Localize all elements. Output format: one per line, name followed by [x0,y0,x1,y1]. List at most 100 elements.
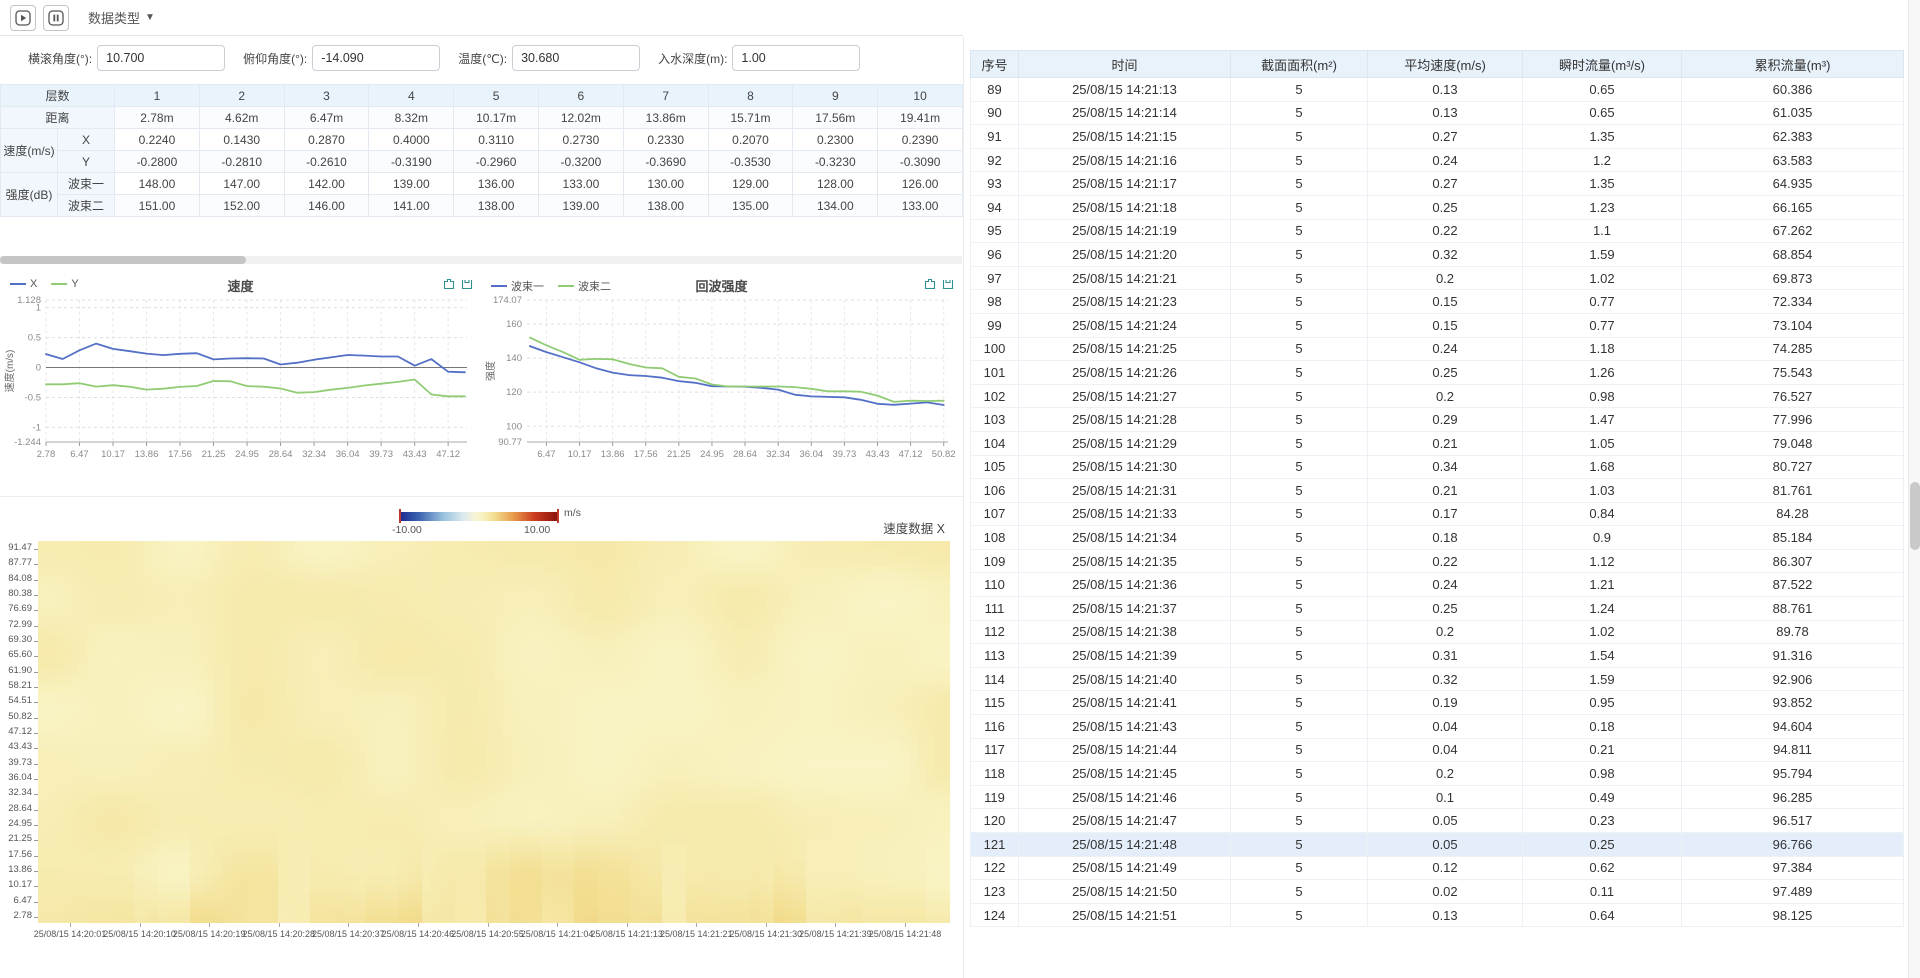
pause-button[interactable] [43,5,69,31]
heatmap-y-label: 50.82 [0,711,32,722]
vertical-scrollbar[interactable] [1908,0,1920,978]
flow-table-row[interactable]: 11625/08/15 14:21:4350.040.1894.604 [971,715,1904,739]
distance-cell: 12.02m [539,107,624,129]
intensity-group-cell: 强度(dB) [1,173,58,217]
flow-table-row[interactable]: 11725/08/15 14:21:4450.040.2194.811 [971,738,1904,762]
roll-angle-label: 横滚角度(°): [28,50,92,67]
flow-table-cell: 113 [971,644,1019,668]
flow-table-row[interactable]: 11025/08/15 14:21:3650.241.2187.522 [971,573,1904,597]
flow-table-row[interactable]: 8925/08/15 14:21:1350.130.6560.386 [971,78,1904,102]
restore-icon[interactable] [924,277,936,295]
flow-table-row[interactable]: 11525/08/15 14:21:4150.190.9593.852 [971,691,1904,715]
save-image-icon[interactable] [461,277,473,295]
flow-table-row[interactable]: 11225/08/15 14:21:3850.21.0289.78 [971,620,1904,644]
velocity-x-cell: 0.2330 [623,129,708,151]
temperature-field[interactable] [512,45,640,71]
flow-table-row[interactable]: 11125/08/15 14:21:3750.251.2488.761 [971,597,1904,621]
flow-table-row[interactable]: 12225/08/15 14:21:4950.120.6297.384 [971,856,1904,880]
flow-table-row[interactable]: 10225/08/15 14:21:2750.20.9876.527 [971,384,1904,408]
svg-text:-0.5: -0.5 [25,392,41,403]
horizontal-scrollbar-thumb[interactable] [0,256,246,264]
flow-table-row[interactable]: 9325/08/15 14:21:1750.271.3564.935 [971,172,1904,196]
flow-table-cell: 0.95 [1523,691,1682,715]
beam1-cell: 128.00 [793,173,878,195]
restore-icon[interactable] [443,277,455,295]
flow-table-row[interactable]: 9125/08/15 14:21:1550.271.3562.383 [971,125,1904,149]
legend-item-Y[interactable]: Y [51,278,78,290]
legend-item-波束二[interactable]: 波束二 [558,278,611,294]
flow-table-row[interactable]: 10325/08/15 14:21:2850.291.4777.996 [971,408,1904,432]
flow-table-cell: 5 [1231,172,1368,196]
layer-number-cell: 4 [369,85,454,107]
velocity-chart-toolbox [437,277,473,295]
velocity-x-cell: 0.2240 [115,129,200,151]
flow-table-row[interactable]: 11325/08/15 14:21:3950.311.5491.316 [971,644,1904,668]
legend-item-X[interactable]: X [10,278,37,290]
flow-table-cell: 0.13 [1368,903,1523,927]
flow-table-row[interactable]: 9025/08/15 14:21:1450.130.6561.035 [971,101,1904,125]
flow-table-row[interactable]: 12025/08/15 14:21:4750.050.2396.517 [971,809,1904,833]
flow-table-cell: 25/08/15 14:21:27 [1019,384,1231,408]
flow-table-row[interactable]: 11925/08/15 14:21:4650.10.4996.285 [971,785,1904,809]
flow-table-row[interactable]: 10525/08/15 14:21:3050.341.6880.727 [971,455,1904,479]
legend-item-波束一[interactable]: 波束一 [491,278,544,294]
velocity-chart-legend: XY [10,278,93,290]
colorbar-max-handle[interactable] [557,509,559,523]
heatmap-y-label: 47.12 [0,726,32,737]
distance-cell: 8.32m [369,107,454,129]
distance-cell: 10.17m [454,107,539,129]
svg-text:17.56: 17.56 [168,449,192,460]
flow-table-cell: 5 [1231,526,1368,550]
colorbar-min-handle[interactable] [399,509,401,523]
play-button[interactable] [10,5,36,31]
svg-text:17.56: 17.56 [634,449,658,460]
layer-table-wrap: 层数12345678910距离2.78m4.62m6.47m8.32m10.17… [0,84,963,217]
flow-table-cell: 1.59 [1523,243,1682,267]
heatmap-y-tick [34,549,38,550]
horizontal-scrollbar[interactable] [0,256,962,264]
flow-table-cell: 75.543 [1682,361,1904,385]
flow-table-row[interactable]: 9925/08/15 14:21:2450.150.7773.104 [971,313,1904,337]
flow-table-row[interactable]: 11425/08/15 14:21:4050.321.5992.906 [971,667,1904,691]
roll-angle-field[interactable] [97,45,225,71]
flow-table-row[interactable]: 10825/08/15 14:21:3450.180.985.184 [971,526,1904,550]
flow-table-row[interactable]: 12125/08/15 14:21:4850.050.2596.766 [971,833,1904,857]
flow-table-cell: 100 [971,337,1019,361]
heatmap-y-tick [34,794,38,795]
beam2-cell: 151.00 [115,195,200,217]
flow-table-cell: 111 [971,597,1019,621]
flow-table-row[interactable]: 12425/08/15 14:21:5150.130.6498.125 [971,903,1904,927]
flow-table-cell: 25/08/15 14:21:38 [1019,620,1231,644]
data-type-dropdown[interactable]: 数据类型 ▼ [88,8,155,27]
svg-text:39.73: 39.73 [832,449,856,460]
velocity-y-cell: -0.2800 [115,151,200,173]
flow-table-row[interactable]: 10025/08/15 14:21:2550.241.1874.285 [971,337,1904,361]
flow-table-row[interactable]: 10925/08/15 14:21:3550.221.1286.307 [971,549,1904,573]
flow-table-row[interactable]: 9625/08/15 14:21:2050.321.5968.854 [971,243,1904,267]
flow-table-row[interactable]: 9725/08/15 14:21:2150.21.0269.873 [971,266,1904,290]
save-image-icon[interactable] [942,277,954,295]
flow-table-row[interactable]: 12325/08/15 14:21:5050.020.1197.489 [971,880,1904,904]
flow-table-row[interactable]: 9225/08/15 14:21:1650.241.263.583 [971,148,1904,172]
flow-table-row[interactable]: 9525/08/15 14:21:1950.221.167.262 [971,219,1904,243]
flow-table-row[interactable]: 9425/08/15 14:21:1850.251.2366.165 [971,195,1904,219]
colorbar-gradient[interactable] [400,512,558,521]
flow-table-row[interactable]: 9825/08/15 14:21:2350.150.7772.334 [971,290,1904,314]
flow-table-row[interactable]: 10625/08/15 14:21:3150.211.0381.761 [971,479,1904,503]
flow-table-row[interactable]: 10425/08/15 14:21:2950.211.0579.048 [971,431,1904,455]
flow-table-cell: 0.29 [1368,408,1523,432]
flow-table-row[interactable]: 11825/08/15 14:21:4550.20.9895.794 [971,762,1904,786]
water-depth-label: 入水深度(m): [658,50,727,67]
flow-table-row[interactable]: 10725/08/15 14:21:3350.170.8484.28 [971,502,1904,526]
pitch-angle-field[interactable] [312,45,440,71]
flow-table-cell: 0.31 [1368,644,1523,668]
flow-table-row[interactable]: 10125/08/15 14:21:2650.251.2675.543 [971,361,1904,385]
heatmap-series-label[interactable]: 速度数据 X [883,518,945,537]
vertical-scrollbar-thumb[interactable] [1910,482,1920,550]
layer-number-cell: 8 [708,85,793,107]
water-depth-field[interactable] [732,45,860,71]
flow-table-cell: 95 [971,219,1019,243]
distance-cell: 17.56m [793,107,878,129]
beam2-cell: 135.00 [708,195,793,217]
layer-number-cell: 7 [623,85,708,107]
